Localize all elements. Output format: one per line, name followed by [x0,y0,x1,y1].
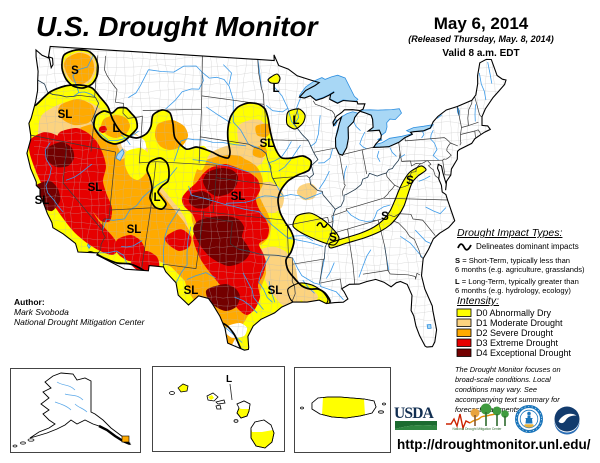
svg-text:S: S [406,175,414,187]
svg-text:SL: SL [127,224,142,236]
svg-text:S: S [381,211,389,223]
svg-text:SL: SL [88,182,103,194]
svg-text:S: S [329,232,337,244]
svg-text:S: S [71,65,79,77]
svg-text:SL: SL [184,285,199,297]
svg-text:SL: SL [231,191,246,203]
svg-text:L: L [226,374,232,385]
svg-text:L: L [272,83,279,95]
svg-text:L: L [112,123,119,135]
svg-text:National Drought Mitigation Ce: National Drought Mitigation Center [453,427,503,431]
svg-text:L: L [153,192,160,204]
svg-text:USDA: USDA [394,405,435,422]
svg-text:SL: SL [35,195,50,207]
svg-text:http://droughtmonitor.unl.edu/: http://droughtmonitor.unl.edu/ [397,437,591,452]
svg-text:SL: SL [260,138,275,150]
svg-text:L: L [292,115,299,127]
svg-text:SL: SL [268,285,283,297]
svg-text:SL: SL [58,109,73,121]
